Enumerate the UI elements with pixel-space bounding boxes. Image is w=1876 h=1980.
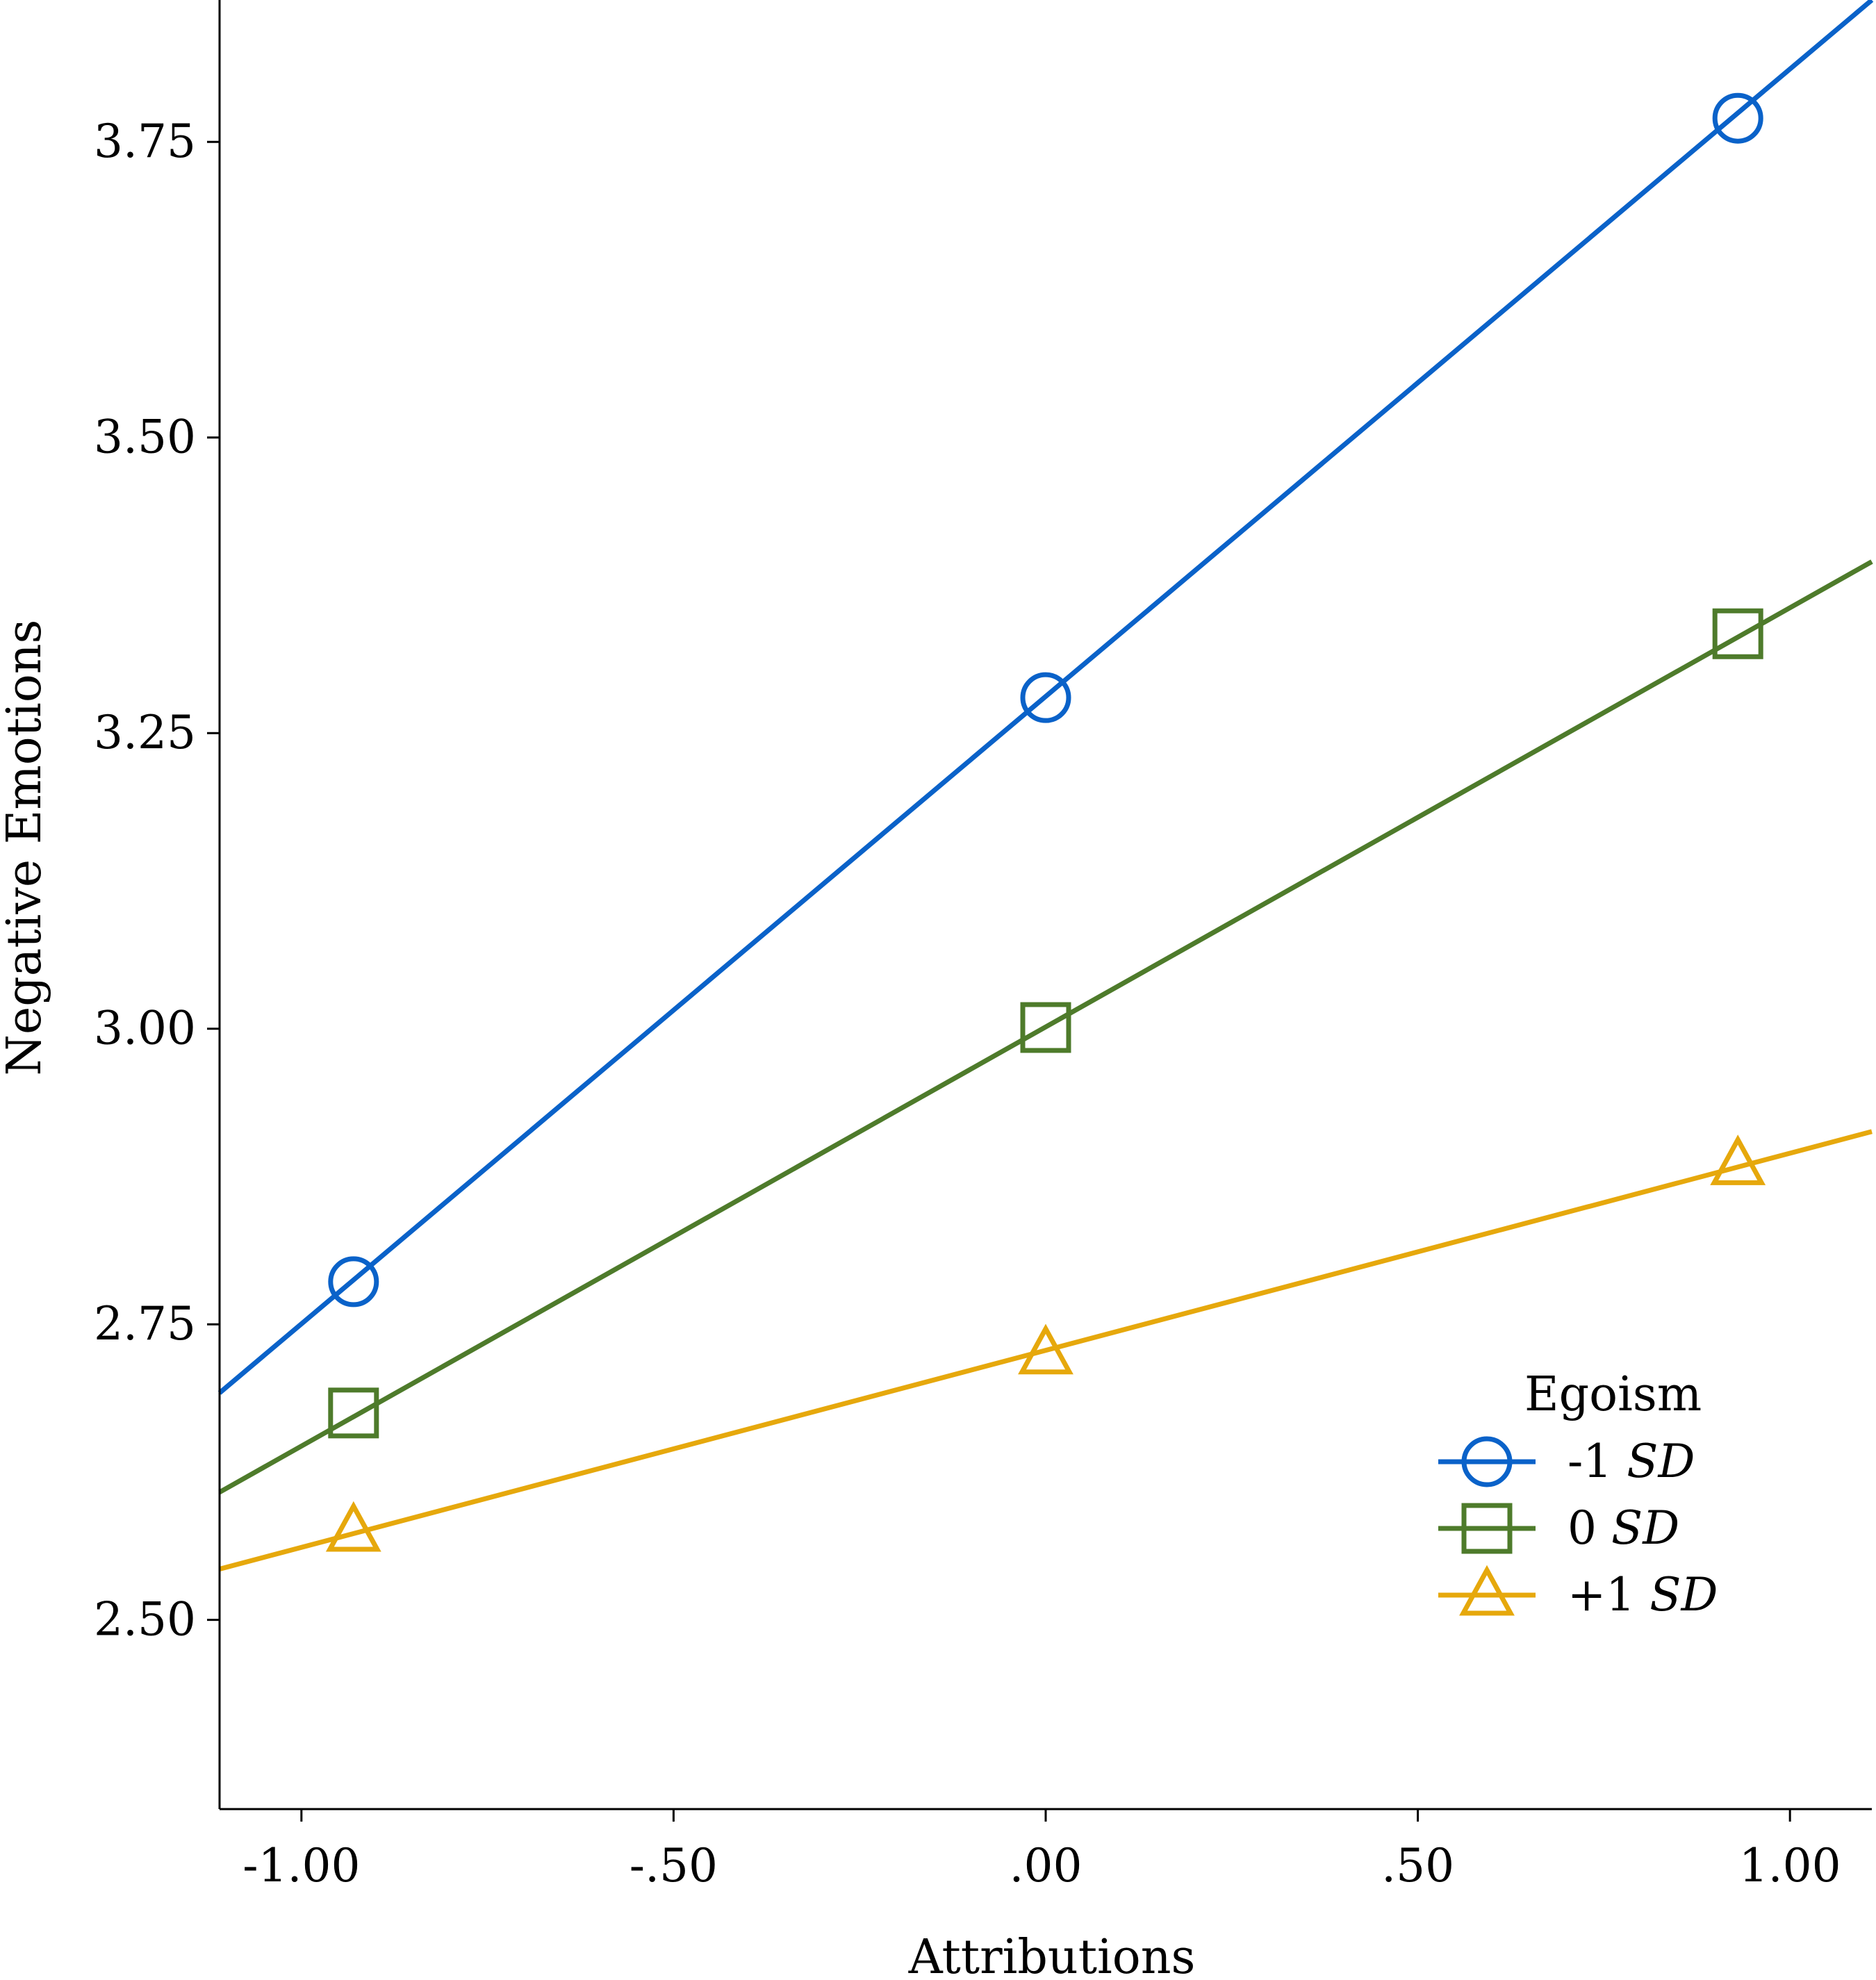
x-tick-label: .00 [1010, 1839, 1083, 1892]
legend-label-sd: SD [1611, 1501, 1679, 1555]
y-tick-label: 2.75 [94, 1297, 196, 1351]
y-tick-label: 2.50 [94, 1593, 196, 1647]
series-line [219, 1129, 1873, 1571]
y-tick-label: 3.75 [94, 115, 196, 168]
data-point [1710, 1135, 1766, 1185]
series-2 [218, 559, 1873, 1494]
plot-area [217, 0, 1874, 1571]
legend-marker [1461, 1436, 1513, 1487]
x-tick-label: .50 [1381, 1839, 1454, 1892]
legend-title: Egoism [1524, 1367, 1702, 1422]
y-tick-label: 3.25 [94, 706, 196, 759]
legend-label-value: 0 [1568, 1501, 1611, 1555]
y-tick-label: 3.50 [94, 411, 196, 464]
data-point [325, 1501, 381, 1552]
legend-label: 0 SD [1568, 1501, 1679, 1555]
data-point [328, 1387, 379, 1439]
data-point [1018, 1323, 1073, 1375]
x-tick-label: -.50 [630, 1839, 718, 1892]
x-axis-title: Attributions [908, 1930, 1196, 1980]
data-point [1020, 1002, 1071, 1053]
legend-entry: 0 SD [1438, 1501, 1679, 1555]
legend-entry: +1 SD [1438, 1565, 1718, 1622]
data-point [1712, 92, 1763, 144]
y-axis-title: Negative Emotions [0, 620, 52, 1076]
legend-label-sd: SD [1649, 1568, 1718, 1622]
legend-label: -1 SD [1568, 1435, 1695, 1488]
data-point [1712, 608, 1763, 659]
series-line [218, 559, 1873, 1494]
series-3 [219, 1129, 1873, 1571]
legend-marker [1459, 1565, 1515, 1616]
axes: 2.50 2.75 3.00 3.25 3.50 3.75 -1.00 -.50 .00 .50 1… [94, 0, 1872, 1892]
data-point [328, 1256, 379, 1307]
series-line [217, 0, 1874, 1395]
legend-entry: -1 SD [1438, 1435, 1695, 1488]
x-tick-label: -1.00 [242, 1839, 360, 1892]
legend-label-sd: SD [1627, 1435, 1695, 1488]
data-point [1020, 672, 1071, 723]
x-tick-label: 1.00 [1739, 1839, 1841, 1892]
legend-label-value: -1 [1568, 1435, 1627, 1488]
y-tick-label: 3.00 [94, 1002, 196, 1055]
legend-marker [1461, 1503, 1513, 1554]
legend-label: +1 SD [1568, 1568, 1718, 1622]
series-1 [217, 0, 1874, 1395]
legend-label-value: +1 [1568, 1568, 1649, 1622]
legend: Egoism -1 SD0 SD+1 SD [1438, 1367, 1718, 1622]
